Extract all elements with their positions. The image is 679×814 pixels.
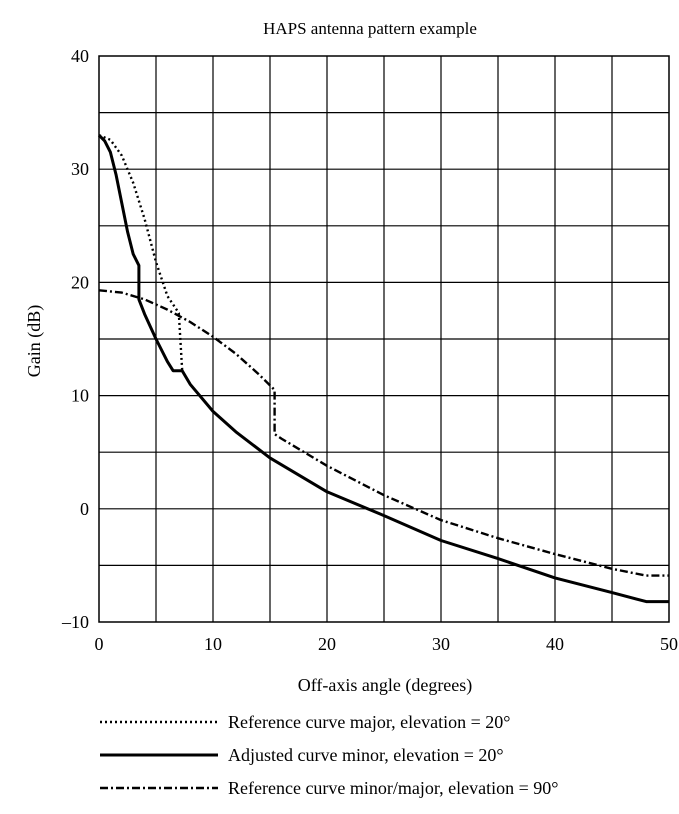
y-tick-label: 0: [80, 499, 89, 519]
x-tick-labels: 0 10 20 30 40 50: [95, 634, 679, 654]
series-line-3: [98, 289, 669, 577]
x-tick-label: 0: [95, 634, 104, 654]
y-tick-label: 40: [71, 46, 89, 66]
grid: [99, 56, 669, 622]
y-tick-label: 30: [71, 159, 89, 179]
series-line-1: [98, 134, 184, 371]
legend: Reference curve major, elevation = 20° Ad…: [100, 712, 559, 798]
series-line-2: [97, 134, 669, 604]
plot-frame: [98, 55, 670, 623]
x-axis-title: Off-axis angle (degrees): [298, 675, 473, 696]
x-tick-label: 50: [660, 634, 678, 654]
y-axis-title: Gain (dB): [24, 305, 45, 377]
legend-label-3: Reference curve minor/major, elevation =…: [228, 778, 559, 798]
legend-label-1: Reference curve major, elevation = 20°: [228, 712, 511, 732]
y-tick-label: –10: [61, 612, 89, 632]
series-lines: [97, 134, 669, 604]
chart-title: HAPS antenna pattern example: [263, 19, 477, 38]
y-tick-labels: –10 0 10 20 30 40: [61, 46, 89, 632]
x-tick-label: 10: [204, 634, 222, 654]
legend-label-2: Adjusted curve minor, elevation = 20°: [228, 745, 504, 765]
y-tick-label: 10: [71, 386, 89, 406]
x-tick-label: 20: [318, 634, 336, 654]
y-tick-label: 20: [71, 272, 89, 292]
x-tick-label: 30: [432, 634, 450, 654]
x-tick-label: 40: [546, 634, 564, 654]
